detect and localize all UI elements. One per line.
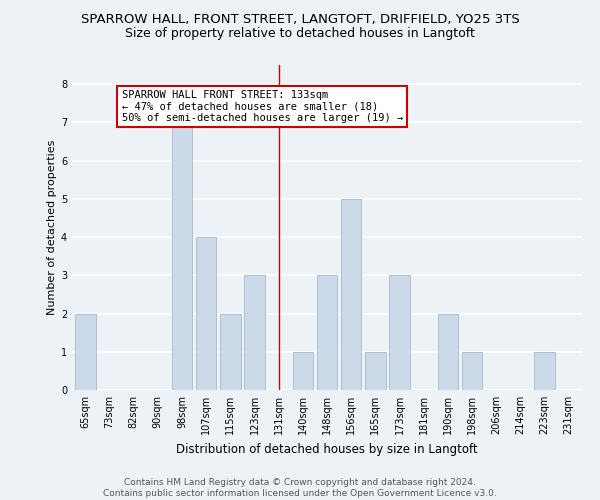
Text: Contains HM Land Registry data © Crown copyright and database right 2024.
Contai: Contains HM Land Registry data © Crown c…	[103, 478, 497, 498]
Bar	[462, 352, 482, 390]
Bar	[389, 276, 410, 390]
Text: SPARROW HALL, FRONT STREET, LANGTOFT, DRIFFIELD, YO25 3TS: SPARROW HALL, FRONT STREET, LANGTOFT, DR…	[80, 12, 520, 26]
Text: Size of property relative to detached houses in Langtoft: Size of property relative to detached ho…	[125, 28, 475, 40]
X-axis label: Distribution of detached houses by size in Langtoft: Distribution of detached houses by size …	[176, 442, 478, 456]
Bar	[534, 352, 555, 390]
Bar	[437, 314, 458, 390]
Bar	[172, 122, 192, 390]
Bar	[293, 352, 313, 390]
Bar	[220, 314, 241, 390]
Bar	[341, 199, 361, 390]
Bar	[244, 276, 265, 390]
Bar	[365, 352, 386, 390]
Y-axis label: Number of detached properties: Number of detached properties	[47, 140, 57, 315]
Text: SPARROW HALL FRONT STREET: 133sqm
← 47% of detached houses are smaller (18)
50% : SPARROW HALL FRONT STREET: 133sqm ← 47% …	[122, 90, 403, 123]
Bar	[317, 276, 337, 390]
Bar	[75, 314, 95, 390]
Bar	[196, 237, 217, 390]
